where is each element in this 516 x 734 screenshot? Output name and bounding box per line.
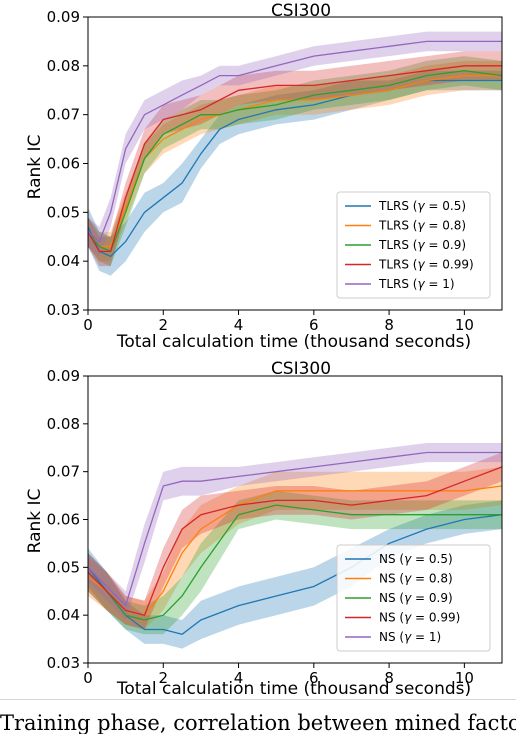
legend: NS (γ = 0.5) NS (γ = 0.8) NS (γ = 0.9) NS (… [336,544,491,652]
y-tick-label: 0.09 [47,8,80,26]
y-axis-label: Rank IC [25,489,45,554]
band-series-1 [88,60,502,262]
y-tick-label: 0.04 [47,252,80,270]
y-tick-label: 0.06 [47,511,80,529]
legend: TLRS (γ = 0.5) TLRS (γ = 0.8) TLRS (γ = 0.… [336,191,491,299]
band-series-3 [88,51,502,267]
x-tick-label: 2 [158,669,168,687]
x-tick-label: 0 [83,669,93,687]
legend-box [336,544,491,652]
y-tick-label: 0.08 [47,415,80,433]
confidence-bands [88,31,502,276]
legend-label: NS (γ = 1) [379,630,441,644]
line-series-2 [88,504,502,621]
y-tick-label: 0.04 [47,606,80,624]
legend-label: NS (γ = 0.9) [379,591,453,605]
legend-label: NS (γ = 0.5) [379,552,453,566]
line-series-3 [88,466,502,616]
band-series-1 [88,466,502,630]
line-series-0 [88,514,502,636]
band-series-2 [88,490,502,635]
line-series-4 [88,451,502,607]
chart-title: CSI300 [271,1,331,21]
y-tick-label: 0.06 [47,155,80,173]
y-tick-label: 0.07 [47,106,80,124]
x-tick-label: 2 [158,316,168,334]
x-tick-label: 4 [234,669,244,687]
y-tick-label: 0.03 [47,301,80,319]
legend-label: TLRS (γ = 0.99) [378,258,474,272]
x-tick-label: 8 [384,316,394,334]
chart-ns: CSI300 0 2 4 6 8 10 0.03 0.04 0.05 0.06 0.07 0.08 0.… [25,359,503,699]
x-tick-label: 4 [234,316,244,334]
y-tick-label: 0.03 [47,654,80,672]
band-series-4 [88,31,502,257]
y-tick-label: 0.05 [47,558,80,576]
series-lines [88,451,502,636]
axes: 0 2 4 6 8 10 0.03 0.04 0.05 0.06 0.07 0.08 0.09 [47,8,503,334]
y-tick-label: 0.09 [47,367,80,385]
legend-label: TLRS (γ = 1) [378,277,455,291]
line-series-3 [88,65,502,253]
y-axis-label: Rank IC [25,135,45,200]
page-divider [0,699,516,700]
confidence-bands [88,443,502,649]
axes: 0 2 4 6 8 10 0.03 0.04 0.05 0.06 0.07 0.08 0.09 [47,367,503,687]
x-tick-label: 6 [309,669,319,687]
line-series-2 [88,70,502,253]
legend-label: TLRS (γ = 0.8) [378,219,466,233]
x-tick-label: 6 [309,316,319,334]
legend-label: NS (γ = 0.99) [379,611,460,625]
x-axis-label: Total calculation time (thousand seconds… [116,332,471,352]
x-tick-label: 0 [83,316,93,334]
legend-box [336,191,491,299]
y-tick-label: 0.05 [47,203,80,221]
legend-label: TLRS (γ = 0.5) [378,199,466,213]
band-series-0 [88,500,502,649]
x-axis-label: Total calculation time (thousand seconds… [116,679,471,699]
line-series-4 [88,40,502,243]
x-tick-label: 8 [384,669,394,687]
chart-title: CSI300 [271,359,331,379]
band-series-2 [88,56,502,267]
figure-caption: Training phase, correlation between mine… [0,711,516,734]
band-series-4 [88,443,502,620]
band-series-0 [88,70,502,276]
band-series-3 [88,452,502,630]
x-tick-label: 10 [455,316,474,334]
x-tick-label: 10 [455,669,474,687]
y-tick-label: 0.07 [47,463,80,481]
chart-tlrs: CSI300 0 2 4 6 8 10 0.03 0.04 0.05 0.06 0.07 0.08 0.… [25,1,503,352]
legend-label: NS (γ = 0.8) [379,572,453,586]
legend-label: TLRS (γ = 0.9) [378,238,466,252]
series-lines [88,40,502,258]
y-tick-label: 0.08 [47,57,80,75]
